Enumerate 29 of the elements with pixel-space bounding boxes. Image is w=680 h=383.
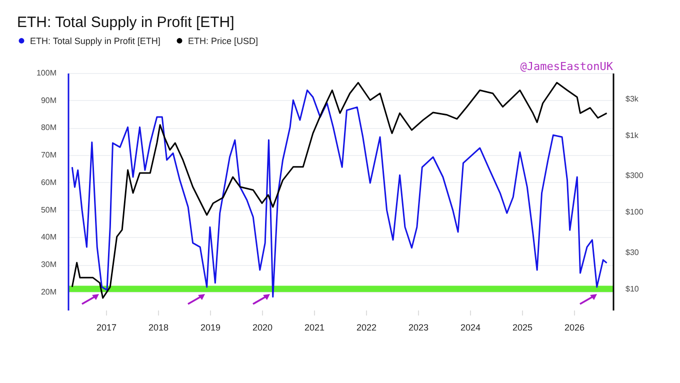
y2-tick-label: $30 [626, 248, 640, 257]
x-tick-label: 2020 [252, 322, 272, 332]
x-tick-label: 2026 [564, 322, 585, 332]
x-tick-label: 2024 [460, 322, 481, 332]
y2-tick-label: $3k [626, 94, 640, 104]
x-tick-label: 2018 [148, 322, 168, 332]
y-tick-label: 30M [40, 260, 57, 270]
x-tick-label: 2023 [408, 322, 428, 332]
chart-title: ETH: Total Supply in Profit [ETH] [17, 14, 234, 31]
x-tick-label: 2017 [96, 322, 116, 332]
y-tick-label: 20M [40, 287, 57, 296]
x-tick-label: 2022 [356, 322, 376, 332]
x-tick-label: 2019 [200, 322, 220, 332]
y-tick-label: 60M [40, 178, 57, 187]
y-tick-label: 90M [40, 96, 57, 105]
legend-label: ETH: Total Supply in Profit [ETH] [30, 36, 160, 46]
y-tick-label: 80M [40, 123, 57, 132]
x-tick-label: 2021 [304, 322, 324, 332]
y2-tick-label: $1k [626, 131, 640, 140]
y2-tick-label: $100 [626, 208, 644, 217]
y2-tick-label: $10 [626, 284, 640, 294]
y-tick-label: 70M [40, 150, 57, 160]
y-tick-label: 40M [40, 232, 57, 242]
y-tick-label: 50M [40, 205, 57, 214]
legend-label: ETH: Price [USD] [188, 36, 258, 46]
y2-tick-label: $300 [626, 171, 644, 180]
x-tick-label: 2025 [512, 322, 533, 332]
y-tick-label: 100M [36, 68, 57, 78]
text: @JamesEastonUK [520, 60, 614, 73]
